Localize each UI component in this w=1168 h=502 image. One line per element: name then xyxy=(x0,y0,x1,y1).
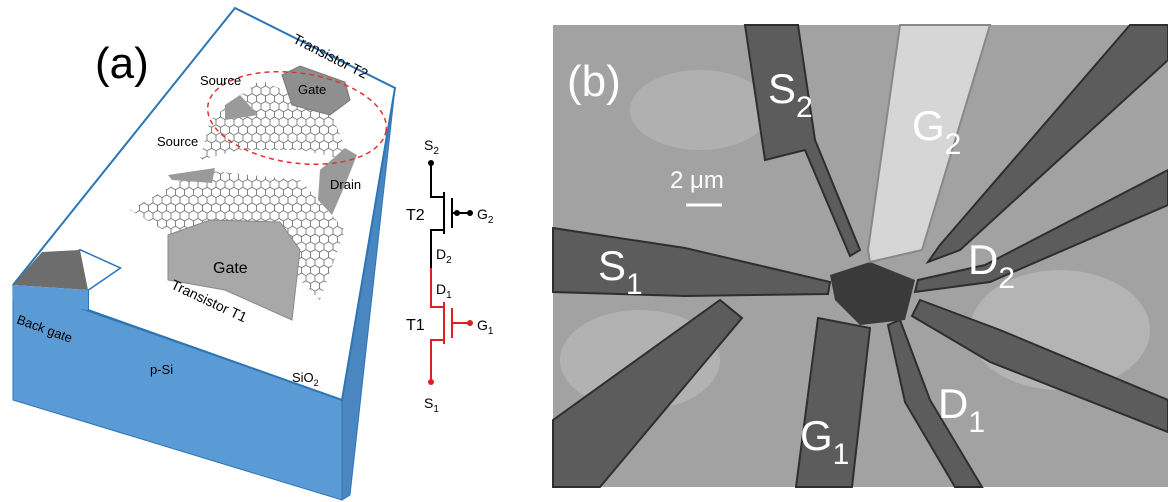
label-part: D xyxy=(436,281,446,297)
panel-b: (b) 2 μm S2 G2 S1 D2 D1 G1 xyxy=(553,25,1168,487)
transistor-label: T1 xyxy=(406,317,425,334)
label-part: G xyxy=(477,206,488,222)
p-si-label: p-Si xyxy=(150,362,173,377)
label-part: 1 xyxy=(968,406,985,439)
node-label: G1 xyxy=(477,317,494,337)
label-part: 2 xyxy=(488,215,494,226)
label-part: 2 xyxy=(998,262,1015,295)
label-part: 2 xyxy=(796,91,813,124)
node-label: G2 xyxy=(477,206,494,226)
texture xyxy=(630,70,770,150)
label-part: 1 xyxy=(433,404,439,415)
gate-label: Gate xyxy=(298,82,326,97)
label-part: 2 xyxy=(446,255,452,266)
panel-label: (b) xyxy=(567,57,621,106)
label-part: 2 xyxy=(433,146,439,157)
label-main: SiO xyxy=(292,370,314,385)
label-part: 1 xyxy=(626,268,643,301)
label-part: S xyxy=(598,242,626,289)
label-part: G xyxy=(477,317,488,333)
node xyxy=(467,320,473,326)
label-part: S xyxy=(424,395,433,411)
label-part: 1 xyxy=(488,326,494,337)
panel-label: (a) xyxy=(95,39,149,88)
source-label: Source xyxy=(157,134,198,149)
node xyxy=(428,379,434,385)
panel-a: (a) Transistor T2 Source Gate Source Dra… xyxy=(13,8,395,500)
figure: (a) Transistor T2 Source Gate Source Dra… xyxy=(0,0,1168,502)
label-part: S xyxy=(424,137,433,153)
label-part: G xyxy=(912,102,945,149)
label-part: 1 xyxy=(446,290,452,301)
node xyxy=(428,160,434,166)
scale-label: 2 μm xyxy=(670,167,724,194)
transistor-label: T2 xyxy=(406,207,425,224)
drain-label: Drain xyxy=(330,177,361,192)
node-label: S1 xyxy=(424,395,439,415)
node xyxy=(454,210,460,216)
node-label: D1 xyxy=(436,281,452,301)
label-part: D xyxy=(436,246,446,262)
node xyxy=(467,210,473,216)
label-part: 2 xyxy=(945,128,962,161)
source-label: Source xyxy=(200,73,241,88)
label-part: G xyxy=(800,412,833,459)
node-label: D2 xyxy=(436,246,452,266)
wire xyxy=(431,340,444,382)
wire xyxy=(431,163,444,197)
circuit-labels: S2 T2 G2 D2 D1 T1 G1 S1 xyxy=(406,137,494,415)
circuit xyxy=(428,160,473,385)
node-label: S2 xyxy=(424,137,439,157)
gate-label: Gate xyxy=(213,260,248,277)
label-part: D xyxy=(968,236,998,283)
label-part: D xyxy=(938,380,968,427)
label-sub: 2 xyxy=(314,378,319,388)
label-part: 1 xyxy=(833,438,850,471)
label-part: S xyxy=(768,65,796,112)
